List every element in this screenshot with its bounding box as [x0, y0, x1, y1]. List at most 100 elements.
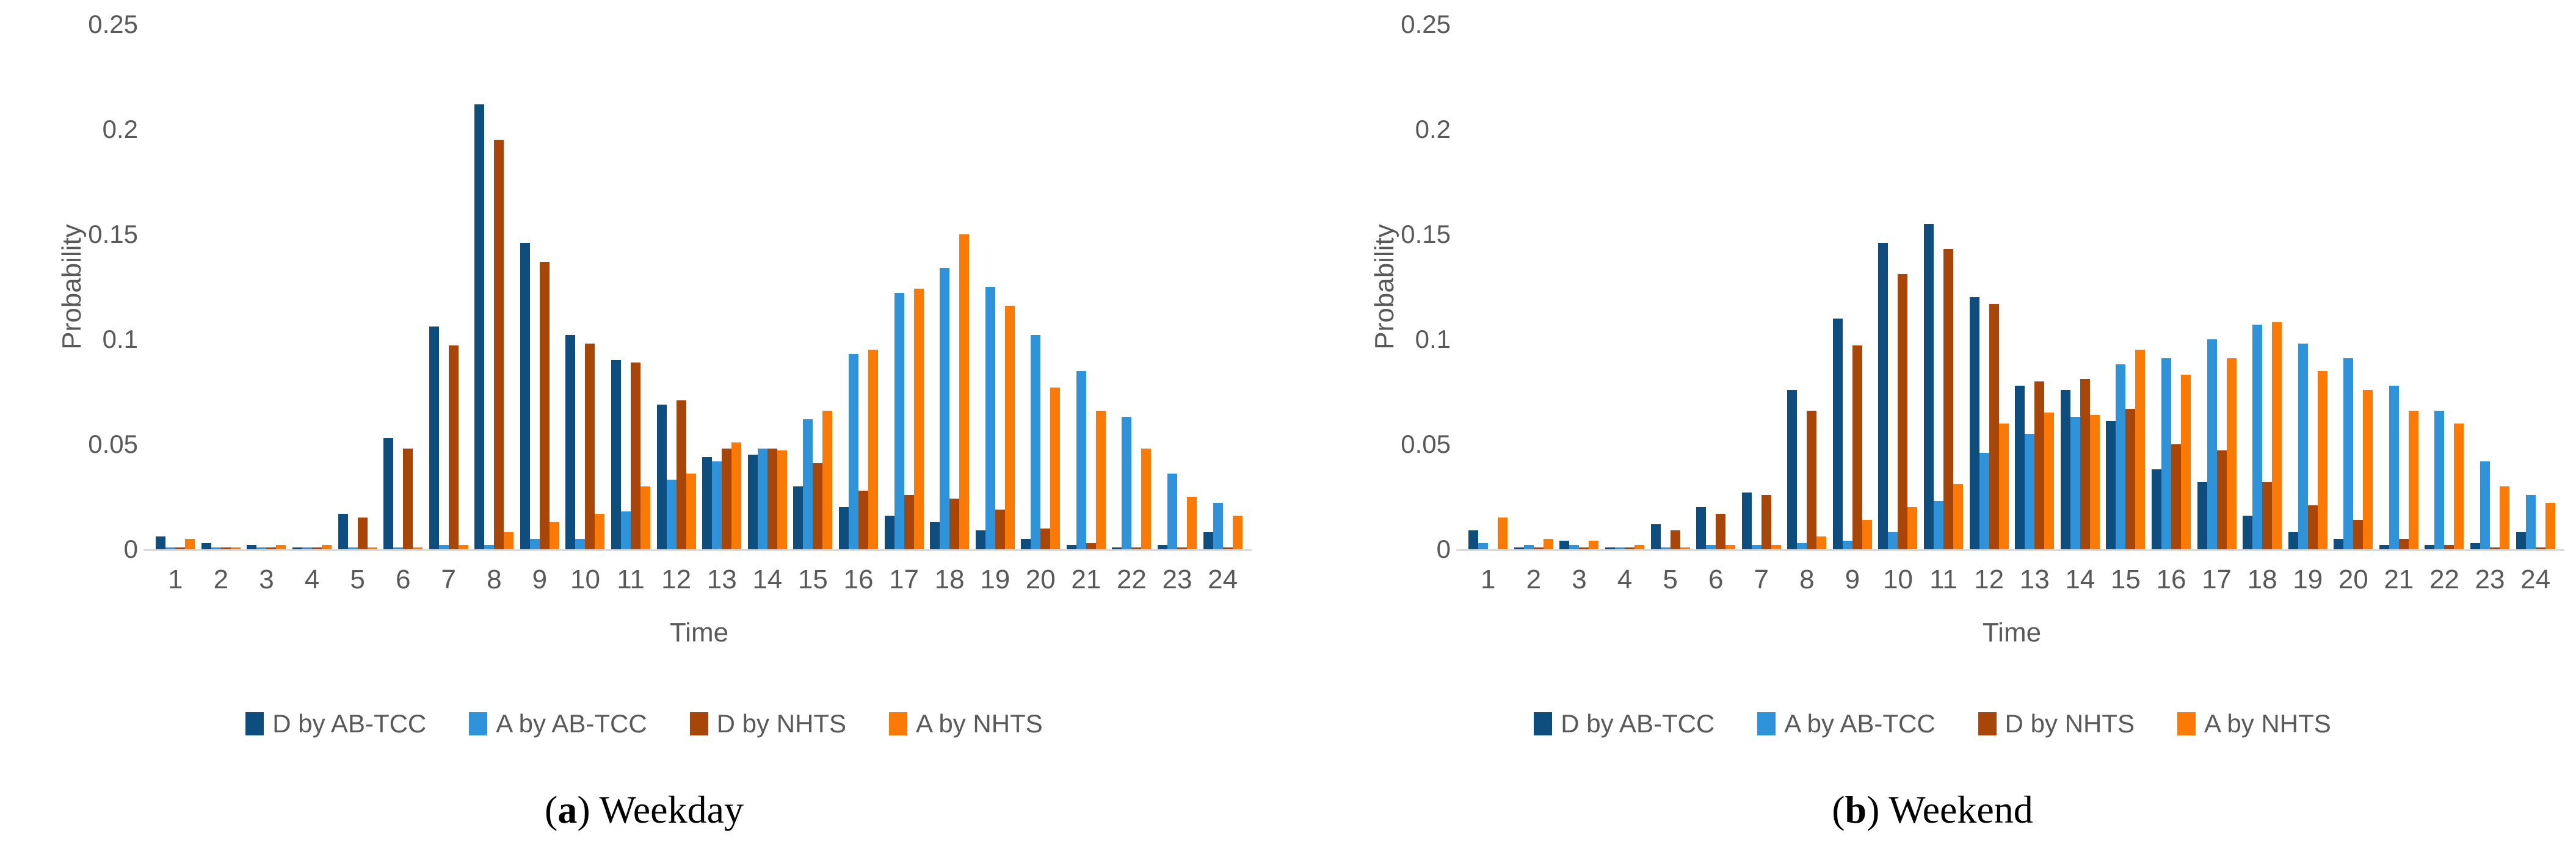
x-tick-label: 22: [1116, 565, 1147, 594]
bar: [1953, 484, 1964, 549]
bar-group-time-14: [2058, 24, 2103, 549]
bar: [1787, 390, 1798, 549]
bar: [539, 262, 550, 549]
bar: [357, 518, 368, 549]
bar: [838, 507, 849, 549]
bar: [1559, 541, 1570, 549]
bar: [2015, 386, 2025, 549]
x-tick-label: 24: [2520, 565, 2551, 594]
x-tick-label: 11: [1929, 565, 1957, 594]
x-tick-label: 1: [168, 565, 183, 594]
x-tick-label: 19: [980, 565, 1010, 594]
legend-label: A by NHTS: [2204, 709, 2331, 738]
bar: [1158, 545, 1167, 549]
bar: [2243, 516, 2253, 549]
x-tick-label: 9: [532, 565, 548, 594]
bar: [2161, 358, 2171, 549]
bar: [813, 463, 823, 549]
bar: [2298, 344, 2308, 549]
bar: [2207, 339, 2217, 549]
bar: [1878, 243, 1888, 549]
bar: [2180, 375, 2191, 549]
bar-group-time-11: [608, 24, 654, 549]
bar-group-time-4: [289, 24, 335, 549]
y-tick-label: 0.15: [1401, 220, 1451, 248]
bar: [1696, 507, 1707, 549]
bar: [1498, 518, 1508, 549]
bar: [949, 499, 960, 549]
bar: [322, 545, 332, 549]
bar: [2135, 350, 2146, 549]
bar: [1167, 474, 1177, 549]
bar-group-time-5: [1647, 24, 1693, 549]
bar: [1203, 532, 1213, 549]
y-tick-label: 0: [123, 535, 138, 563]
bar: [1468, 530, 1479, 549]
x-tick-label: 15: [2110, 565, 2141, 594]
bar: [2171, 444, 2181, 549]
bar: [2434, 411, 2445, 549]
legend-item: D by AB-TCC: [245, 709, 426, 738]
bar: [1725, 545, 1736, 549]
bar: [256, 547, 267, 549]
bar: [1998, 424, 2009, 549]
bar: [2089, 415, 2100, 549]
bar: [2490, 547, 2500, 549]
x-tick-label: 6: [1708, 565, 1724, 594]
bar: [1122, 417, 1132, 549]
bar: [2470, 543, 2480, 549]
bar: [702, 457, 713, 549]
bar-group-time-1: [1465, 24, 1511, 549]
x-tick-label: 3: [1572, 565, 1587, 594]
bar-group-time-21: [1064, 24, 1109, 549]
bar: [1478, 543, 1489, 549]
bar: [595, 514, 605, 549]
x-tick-label: 6: [395, 565, 411, 594]
x-tick-label: 12: [661, 565, 692, 594]
bar: [1862, 520, 1872, 549]
bar: [2500, 486, 2509, 549]
bar: [484, 545, 495, 549]
x-axis-line: [143, 549, 1252, 551]
y-tick-label: 0.15: [88, 220, 138, 248]
bar-group-time-18: [927, 24, 973, 549]
bar: [2379, 545, 2389, 549]
bar: [1050, 388, 1061, 549]
bar: [1095, 411, 1106, 549]
x-axis-tick-labels: 1 2 3 4 5 6 7 8 9 10 11 12 13 14 15 16 17 18 19 20 21 22 23 24: [153, 565, 1246, 595]
bar-group-time-23: [2467, 24, 2513, 549]
bar: [2025, 434, 2035, 549]
bar: [884, 516, 894, 549]
bar-group-time-23: [1155, 24, 1200, 549]
x-tick-label: 7: [441, 565, 456, 594]
bar: [575, 539, 586, 549]
x-tick-label: 5: [350, 565, 365, 594]
bar: [631, 363, 641, 549]
y-tick-label: 0.05: [1401, 430, 1451, 458]
caption-letter: a: [557, 788, 578, 831]
bar: [438, 545, 449, 549]
bar: [1579, 547, 1589, 549]
x-tick-label: 21: [2384, 565, 2414, 594]
bar: [2343, 358, 2354, 549]
bar-group-time-9: [517, 24, 563, 549]
bar: [975, 530, 985, 549]
bar-group-time-6: [1693, 24, 1739, 549]
bar: [338, 514, 348, 549]
bar-group-time-22: [1109, 24, 1155, 549]
legend-item: A by NHTS: [2177, 709, 2331, 738]
bar: [2106, 421, 2116, 549]
x-tick-label: 17: [889, 565, 920, 594]
x-tick-label: 2: [213, 565, 229, 594]
x-tick-label: 18: [934, 565, 965, 594]
x-tick-label: 19: [2293, 565, 2323, 594]
bar: [1969, 297, 1979, 549]
bar: [211, 547, 221, 549]
bar: [2125, 409, 2136, 549]
y-tick-label: 0.25: [1401, 10, 1451, 38]
bar: [1605, 547, 1616, 549]
bar: [985, 287, 995, 549]
bar: [312, 547, 322, 549]
